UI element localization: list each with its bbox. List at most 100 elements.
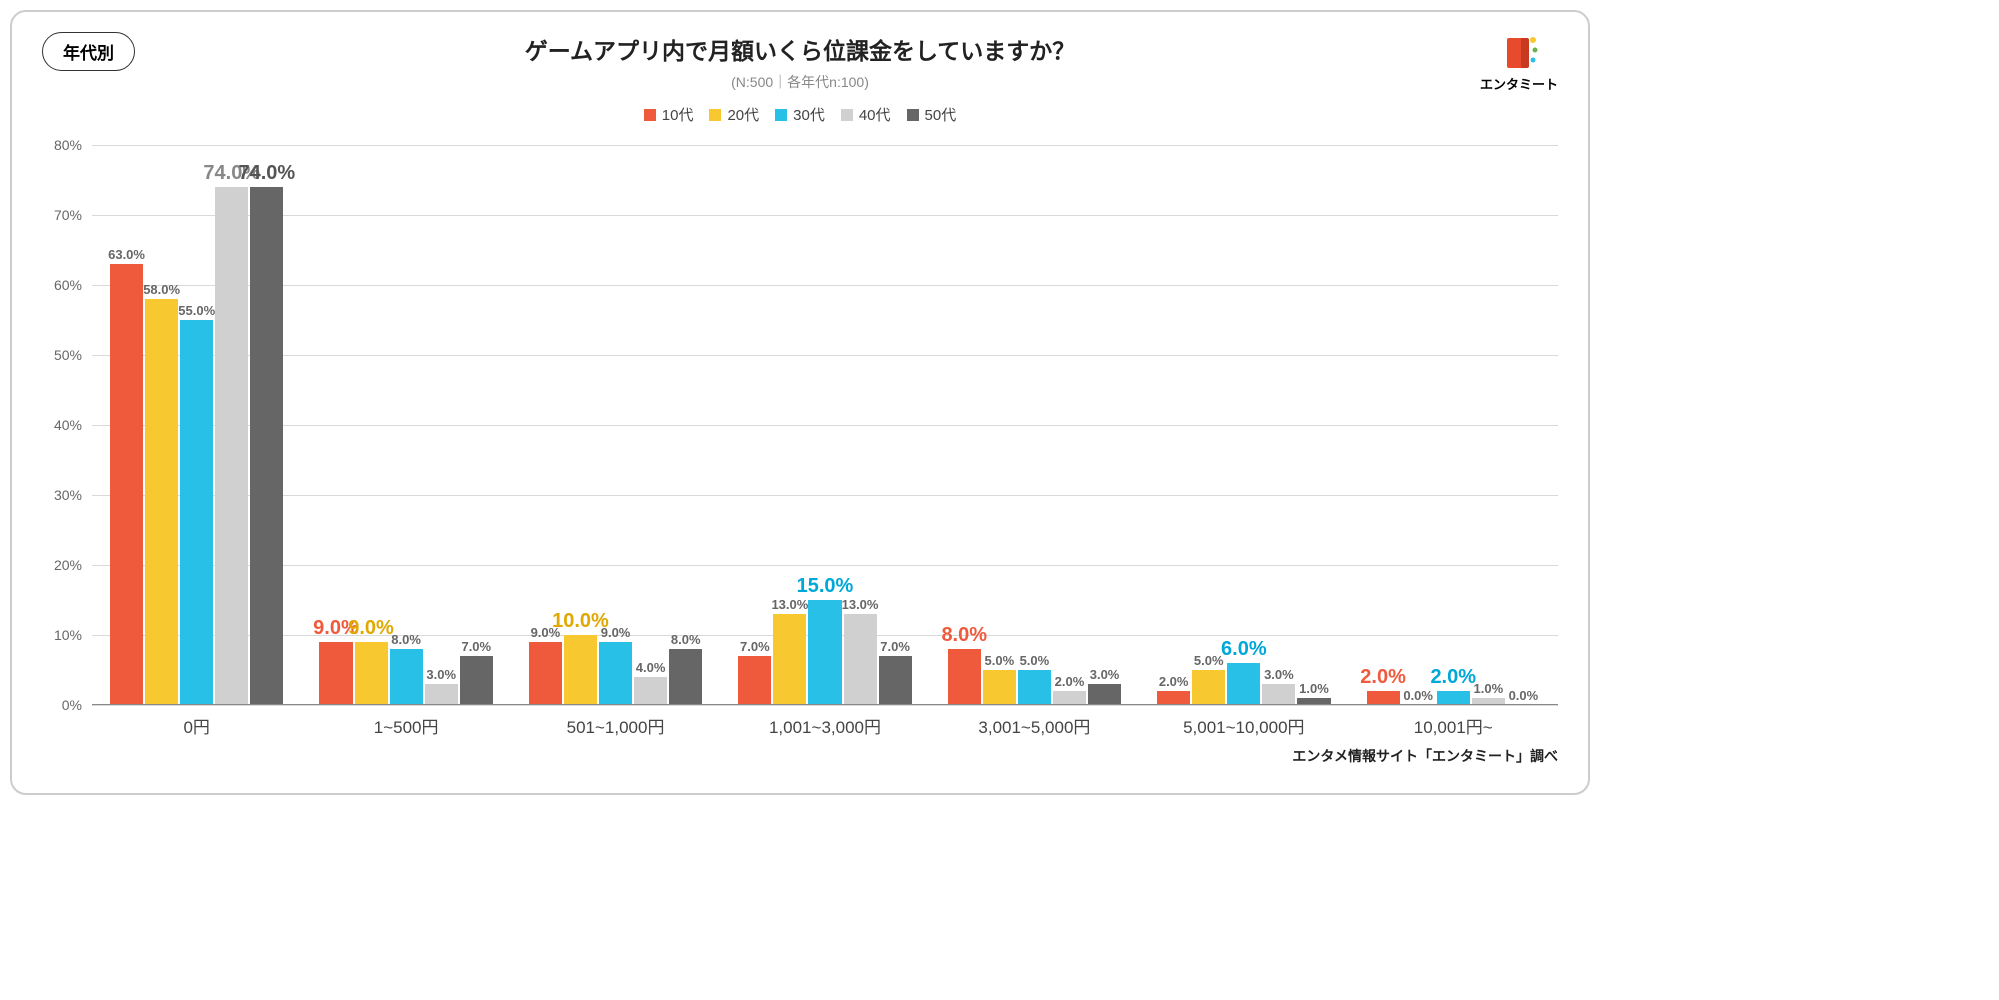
chart-title: ゲームアプリ内で月額いくら位課金をしていますか？	[42, 32, 1558, 66]
bar-value-label: 6.0%	[1221, 638, 1267, 661]
bar-value-label: 7.0%	[461, 639, 491, 654]
bar-value-label: 8.0%	[941, 624, 987, 647]
logo: エンタミート	[1480, 32, 1558, 93]
legend: 10代 20代 30代 40代 50代	[42, 104, 1558, 125]
legend-swatch	[907, 109, 919, 121]
bar-value-label: 1.0%	[1473, 681, 1503, 696]
legend-item: 10代	[644, 104, 694, 125]
bar-value-label: 3.0%	[1264, 667, 1294, 682]
bar-value-label: 2.0%	[1055, 674, 1085, 689]
x-axis-label: 1~500円	[301, 713, 510, 738]
bar-value-label: 15.0%	[797, 575, 854, 598]
bar: 2.0%	[1437, 691, 1470, 705]
bar: 5.0%	[1192, 670, 1225, 705]
bar: 9.0%	[599, 642, 632, 705]
bar: 3.0%	[1088, 684, 1121, 705]
bar: 8.0%	[669, 649, 702, 705]
x-axis-label: 501~1,000円	[511, 713, 720, 738]
x-axis-line	[92, 704, 1558, 705]
logo-text: エンタミート	[1480, 77, 1558, 92]
logo-icon	[1499, 32, 1539, 72]
legend-item: 20代	[709, 104, 759, 125]
bar-value-label: 9.0%	[601, 625, 631, 640]
x-axis-label: 0円	[92, 713, 301, 738]
bar: 13.0%	[844, 614, 877, 705]
bar: 6.0%	[1227, 663, 1260, 705]
bar: 74.0%	[250, 187, 283, 705]
bar-value-label: 4.0%	[636, 660, 666, 675]
bar-value-label: 13.0%	[842, 597, 879, 612]
x-axis-label: 3,001~5,000円	[930, 713, 1139, 738]
legend-label: 20代	[727, 104, 759, 125]
legend-label: 10代	[662, 104, 694, 125]
bar-value-label: 9.0%	[348, 617, 394, 640]
bar-value-label: 7.0%	[740, 639, 770, 654]
bar: 9.0%	[319, 642, 352, 705]
bar-value-label: 1.0%	[1299, 681, 1329, 696]
legend-label: 50代	[925, 104, 957, 125]
bar: 4.0%	[634, 677, 667, 705]
age-badge: 年代別	[42, 32, 135, 71]
bar-value-label: 74.0%	[239, 162, 296, 185]
bar: 2.0%	[1367, 691, 1400, 705]
bar: 7.0%	[738, 656, 771, 705]
bar: 15.0%	[808, 600, 841, 705]
bar-value-label: 8.0%	[671, 632, 701, 647]
bar: 9.0%	[529, 642, 562, 705]
y-axis-label: 50%	[42, 347, 82, 363]
title-block: ゲームアプリ内で月額いくら位課金をしていますか？ (N:500｜各年代n:100…	[42, 32, 1558, 92]
bar: 58.0%	[145, 299, 178, 705]
legend-swatch	[644, 109, 656, 121]
bar-value-label: 2.0%	[1159, 674, 1189, 689]
bar: 7.0%	[879, 656, 912, 705]
bar-value-label: 8.0%	[391, 632, 421, 647]
bar: 8.0%	[390, 649, 423, 705]
legend-item: 30代	[775, 104, 825, 125]
bar-value-label: 5.0%	[984, 653, 1014, 668]
legend-swatch	[709, 109, 721, 121]
legend-swatch	[775, 109, 787, 121]
x-axis-labels: 0円1~500円501~1,000円1,001~3,000円3,001~5,00…	[92, 713, 1558, 738]
bar: 8.0%	[948, 649, 981, 705]
legend-label: 40代	[859, 104, 891, 125]
x-axis-label: 5,001~10,000円	[1139, 713, 1348, 738]
bar-group: 9.0%9.0%8.0%3.0%7.0%	[301, 145, 510, 705]
bar: 2.0%	[1053, 691, 1086, 705]
y-axis-label: 0%	[42, 697, 82, 713]
bar-group: 7.0%13.0%15.0%13.0%7.0%	[720, 145, 929, 705]
bar-value-label: 7.0%	[880, 639, 910, 654]
legend-item: 40代	[841, 104, 891, 125]
bar: 3.0%	[425, 684, 458, 705]
bar: 55.0%	[180, 320, 213, 705]
bar-value-label: 3.0%	[426, 667, 456, 682]
bar: 9.0%	[355, 642, 388, 705]
bar: 5.0%	[1018, 670, 1051, 705]
bar: 74.0%	[215, 187, 248, 705]
y-axis-label: 20%	[42, 557, 82, 573]
bar-value-label: 2.0%	[1430, 666, 1476, 689]
legend-item: 50代	[907, 104, 957, 125]
bar: 63.0%	[110, 264, 143, 705]
bar-group: 63.0%58.0%55.0%74.0%74.0%	[92, 145, 301, 705]
bar-group: 9.0%10.0%9.0%4.0%8.0%	[511, 145, 720, 705]
bar: 7.0%	[460, 656, 493, 705]
bar-groups: 63.0%58.0%55.0%74.0%74.0%9.0%9.0%8.0%3.0…	[92, 145, 1558, 705]
bar: 10.0%	[564, 635, 597, 705]
bar-value-label: 5.0%	[1194, 653, 1224, 668]
grid-line	[92, 705, 1558, 706]
x-axis-label: 1,001~3,000円	[720, 713, 929, 738]
x-axis-label: 10,001円~	[1349, 713, 1558, 738]
credit-line: エンタメ情報サイト「エンタミート」調べ	[42, 746, 1558, 766]
bar-value-label: 0.0%	[1403, 688, 1433, 703]
plot-area: 80%70%60%50%40%30%20%10%0% 63.0%58.0%55.…	[92, 145, 1558, 705]
bar: 3.0%	[1262, 684, 1295, 705]
bar-value-label: 58.0%	[143, 282, 180, 297]
bar-value-label: 63.0%	[108, 247, 145, 262]
legend-label: 30代	[793, 104, 825, 125]
legend-swatch	[841, 109, 853, 121]
y-axis-label: 70%	[42, 207, 82, 223]
bar: 13.0%	[773, 614, 806, 705]
y-axis-label: 30%	[42, 487, 82, 503]
y-axis-label: 10%	[42, 627, 82, 643]
bar: 2.0%	[1157, 691, 1190, 705]
